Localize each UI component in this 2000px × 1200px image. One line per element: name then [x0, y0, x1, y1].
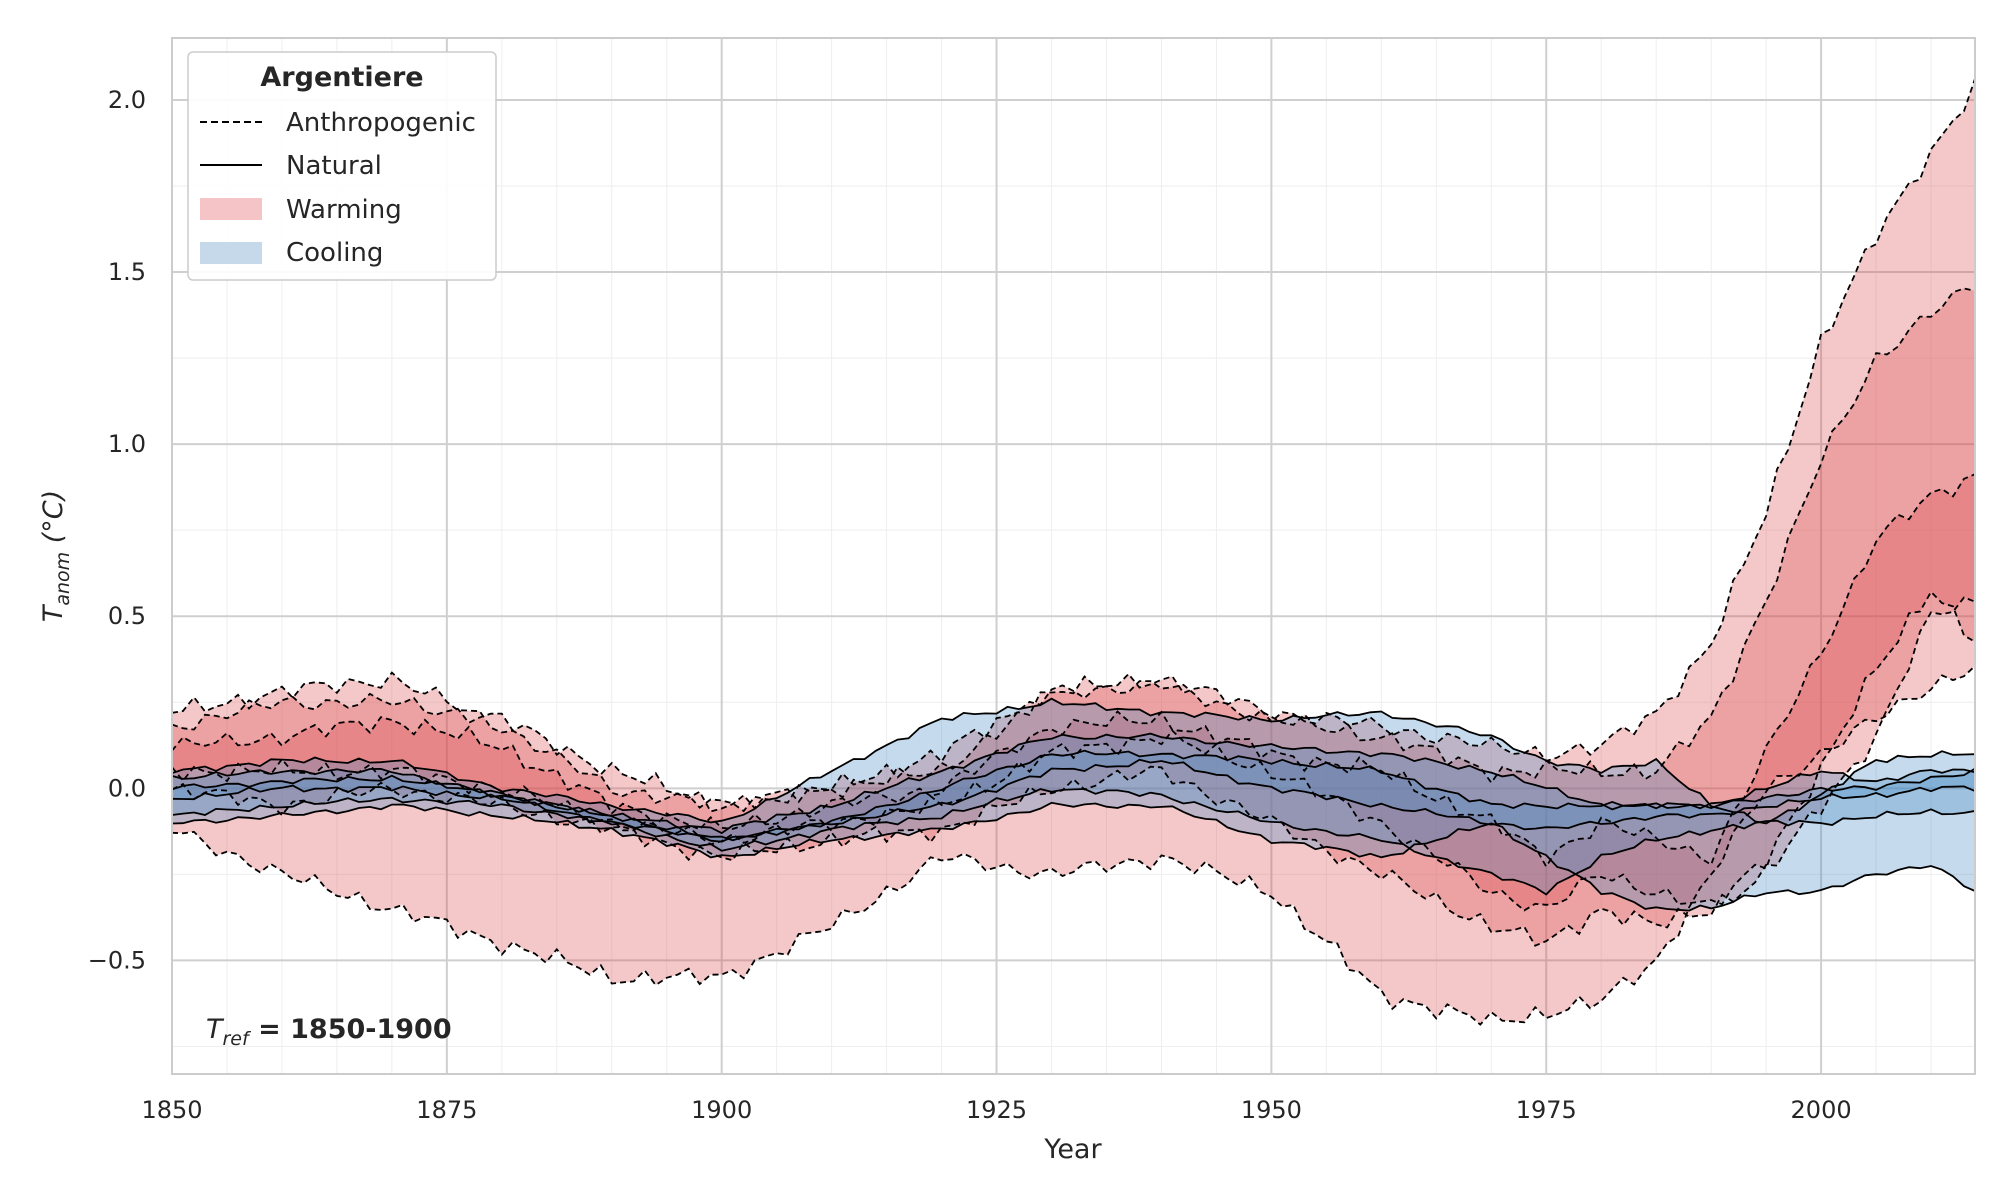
y-tick-label: 1.0: [108, 430, 146, 458]
natural-line: [172, 801, 1975, 912]
x-tick-labels: 1850 1875 1900 1925 1950 1975 2000: [141, 1096, 1851, 1124]
legend-cooling-swatch: [200, 242, 262, 264]
y-tick-labels: −0.5 0.0 0.5 1.0 1.5 2.0: [88, 86, 146, 974]
y-axis-title: Tanom (°C): [38, 490, 74, 622]
natural-line: [172, 788, 1975, 896]
legend-label-anthropogenic: Anthropogenic: [286, 108, 476, 138]
y-tick-label: −0.5: [88, 946, 146, 974]
plot-frame: [171, 37, 1976, 1075]
y-tick-label: 2.0: [108, 86, 146, 114]
cooling-band: [172, 733, 1975, 895]
legend-label-warming: Warming: [286, 195, 402, 225]
y-tick-label: 0.0: [108, 774, 146, 802]
anthropogenic-line: [172, 665, 1975, 1026]
y-axis-title-symbol: T: [38, 603, 69, 622]
legend-box: [187, 51, 497, 281]
x-tick-label: 1950: [1241, 1096, 1302, 1124]
annotation-symbol: T: [206, 1014, 225, 1045]
natural-line: [172, 749, 1975, 842]
y-tick-label: 1.5: [108, 258, 146, 286]
legend-label-cooling: Cooling: [286, 238, 383, 268]
reference-period-annotation: Tref = 1850-1900: [206, 1014, 452, 1050]
x-tick-label: 1925: [966, 1096, 1027, 1124]
x-tick-label: 1850: [141, 1096, 202, 1124]
natural-line: [172, 697, 1975, 825]
x-tick-label: 1900: [691, 1096, 752, 1124]
anthropogenic-line: [172, 590, 1975, 912]
anthropogenic-line: [172, 473, 1975, 869]
legend-title: Argentiere: [260, 62, 423, 93]
cooling-band: [172, 698, 1975, 911]
x-axis-title: Year: [1043, 1134, 1102, 1165]
anthropogenic-line: [172, 287, 1975, 813]
x-tick-label: 1875: [416, 1096, 477, 1124]
annotation-text: = 1850-1900: [249, 1014, 452, 1045]
anthropogenic-line: [172, 596, 1975, 947]
natural-line: [172, 758, 1975, 843]
anthropogenic-line: [172, 78, 1975, 813]
legend-label-natural: Natural: [286, 151, 382, 181]
annotation-subscript: ref: [223, 1028, 253, 1050]
legend-warming-swatch: [200, 198, 262, 220]
minor-grid: [172, 38, 1975, 1074]
x-tick-label: 1975: [1516, 1096, 1577, 1124]
series-lines: [172, 78, 1975, 1026]
legend: Argentiere Anthropogenic Natural Warming…: [187, 51, 497, 281]
y-tick-label: 0.5: [108, 602, 146, 630]
x-tick-label: 2000: [1791, 1096, 1852, 1124]
cooling-band: [172, 750, 1975, 842]
warming-band: [172, 78, 1975, 1025]
y-axis-title-subscript: anom: [52, 552, 74, 606]
y-axis-title-unit: (°C): [38, 490, 69, 552]
